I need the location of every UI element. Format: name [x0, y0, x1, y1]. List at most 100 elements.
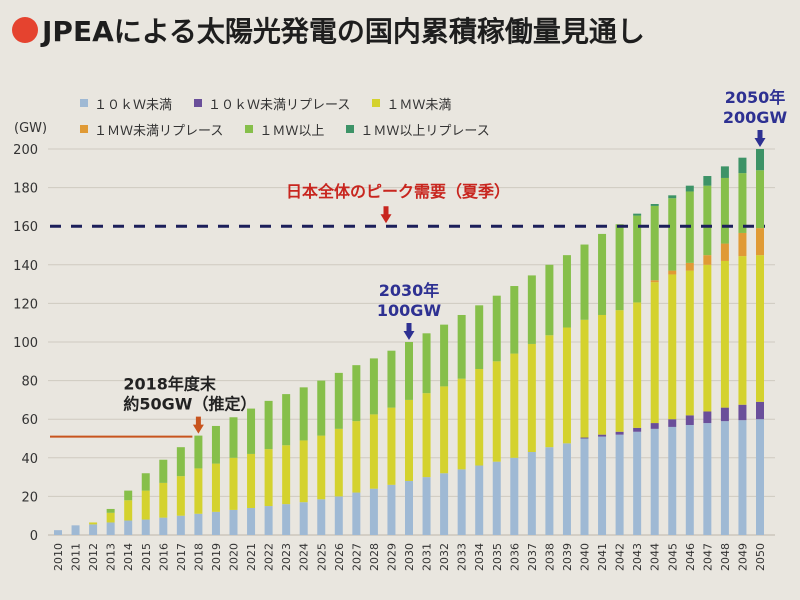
y-tick-label: 120: [13, 297, 38, 312]
bar-segment: [633, 213, 642, 216]
bar-segment: [387, 407, 396, 485]
bar-segment: [527, 452, 536, 535]
bar-segment: [317, 380, 326, 436]
y-tick-label: 80: [21, 375, 38, 390]
bar-segment: [334, 428, 343, 497]
down-arrow-icon: [380, 206, 392, 224]
bar-segment: [317, 435, 326, 500]
bar-segment: [738, 404, 747, 421]
bar-segment: [229, 509, 238, 535]
bar-segment: [510, 353, 519, 458]
bar-segment: [352, 421, 361, 493]
bar-segment: [211, 425, 220, 464]
bar-segment: [89, 524, 98, 535]
bar-segment: [124, 500, 133, 521]
y-tick-label: 140: [13, 259, 38, 274]
bar-segment: [124, 520, 133, 535]
bar-segment: [720, 421, 729, 535]
bar-segment: [562, 255, 571, 328]
legend-swatch: [245, 125, 254, 133]
bar-segment: [668, 274, 677, 420]
bar-segment: [703, 423, 712, 535]
bar-segment: [580, 244, 589, 320]
x-tick-label: 2045: [666, 543, 679, 571]
bar-segment: [633, 215, 642, 303]
x-tick-label: 2043: [631, 543, 644, 571]
bar-segment: [685, 185, 694, 192]
bar-segment: [457, 469, 466, 535]
y-tick-label: 20: [21, 490, 38, 505]
bar-segment: [668, 419, 677, 427]
x-tick-label: 2031: [421, 543, 434, 571]
y-tick-label: 180: [13, 182, 38, 197]
bar-segment: [527, 275, 536, 344]
x-tick-label: 2028: [368, 543, 381, 571]
bar-segment: [369, 358, 378, 415]
x-tick-label: 2023: [280, 543, 293, 571]
bar-segment: [580, 438, 589, 535]
legend-item: １ＭＷ以上: [245, 120, 324, 139]
x-tick-label: 2036: [508, 543, 521, 571]
bar-segment: [562, 327, 571, 444]
bar-segment: [685, 424, 694, 535]
x-tick-label: 2027: [350, 543, 363, 571]
bar-segment: [194, 468, 203, 514]
x-tick-label: 2021: [245, 543, 258, 571]
legend-label: １ＭＷ未満リプレース: [94, 123, 224, 139]
down-arrow-icon: [403, 323, 415, 340]
bar-segment: [194, 435, 203, 469]
bar-segment: [89, 522, 98, 525]
x-tick-label: 2029: [385, 543, 398, 571]
bar-segment: [475, 465, 484, 535]
bar-segment: [405, 480, 413, 535]
bar-segment: [440, 324, 449, 387]
x-tick-label: 2017: [175, 543, 188, 571]
bar-segment: [176, 476, 185, 516]
bar-segment: [615, 434, 624, 535]
bar-segment: [369, 414, 378, 489]
bar-segment: [738, 420, 747, 535]
bar-segment: [247, 408, 256, 454]
x-tick-label: 2015: [140, 543, 153, 571]
bar-segment: [685, 262, 694, 271]
bar-segment: [176, 447, 185, 477]
legend-label: １０ｋＷ未満: [94, 97, 173, 113]
legend-item: １０ｋＷ未満リプレース: [194, 94, 350, 113]
bar-segment: [159, 459, 168, 483]
bar-segment: [703, 176, 712, 186]
bar-segment: [615, 224, 624, 311]
bar-segment: [598, 314, 607, 435]
x-tick-label: 2025: [315, 543, 328, 571]
bar-segment: [247, 507, 256, 535]
y-tick-label: 200: [13, 143, 38, 158]
bar-segment: [615, 310, 624, 432]
down-arrow-icon: [192, 416, 204, 434]
bar-segment: [106, 508, 115, 513]
bar-segment: [317, 499, 326, 535]
bar-segment: [545, 335, 554, 448]
bar-segment: [545, 264, 554, 336]
bar-segment: [159, 517, 168, 535]
bar-segment: [211, 463, 220, 512]
bar-segment: [703, 185, 712, 256]
bar-segment: [422, 393, 431, 478]
bar-segment: [668, 426, 677, 535]
annotation-label: 200GW: [723, 108, 788, 127]
x-tick-label: 2019: [210, 543, 223, 571]
bar-segment: [510, 286, 519, 354]
x-tick-label: 2016: [157, 543, 170, 571]
legend-item: １ＭＷ未満リプレース: [80, 120, 223, 139]
bar-segment: [598, 436, 607, 535]
bar-segment: [703, 264, 712, 412]
bar-segment: [387, 484, 396, 535]
bar-segment: [650, 204, 659, 206]
bar-segment: [282, 504, 291, 535]
bar-segment: [299, 502, 308, 535]
x-tick-label: 2041: [596, 543, 609, 571]
bar-segment: [703, 411, 712, 424]
x-tick-label: 2040: [579, 543, 592, 571]
x-tick-label: 2012: [87, 543, 100, 571]
bar-segment: [756, 149, 764, 171]
chart-title: JPEAによる太陽光発電の国内累積稼働量見通し: [12, 10, 645, 50]
